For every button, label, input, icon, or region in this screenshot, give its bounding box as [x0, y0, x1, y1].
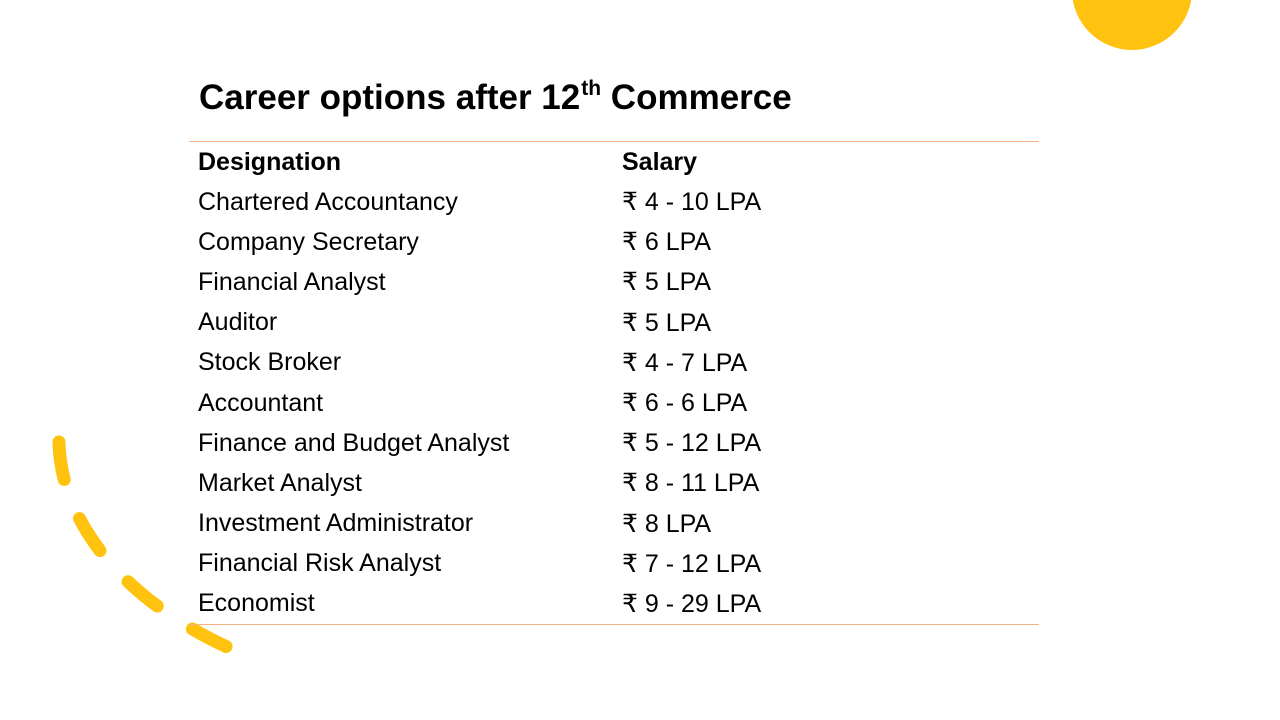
salary-cell: ₹ 8 LPA	[622, 509, 712, 538]
table-row: Economist ₹ 9 - 29 LPA	[189, 584, 1039, 624]
salary-cell: ₹ 4 - 7 LPA	[622, 348, 748, 377]
table-row: Stock Broker ₹ 4 - 7 LPA	[189, 343, 1039, 383]
salary-cell: ₹ 6 LPA	[622, 228, 712, 257]
designation-cell: Market Analyst	[198, 468, 362, 497]
salary-cell: ₹ 6 - 6 LPA	[622, 389, 748, 418]
table-row: Investment Administrator ₹ 8 LPA	[189, 504, 1039, 544]
title-rest: Commerce	[601, 78, 792, 117]
page-title: Career options after 12th Commerce	[199, 76, 792, 125]
designation-cell: Investment Administrator	[198, 509, 474, 538]
career-table-container: Designation Salary Chartered Accountancy…	[189, 141, 1039, 626]
header-salary: Salary	[622, 147, 698, 176]
designation-cell: Financial Analyst	[198, 267, 386, 296]
title-main: Career options after 12	[199, 78, 581, 117]
salary-cell: ₹ 5 LPA	[622, 308, 712, 337]
table-row: Company Secretary ₹ 6 LPA	[189, 222, 1039, 262]
table-row: Financial Risk Analyst ₹ 7 - 12 LPA	[189, 544, 1039, 584]
salary-cell: ₹ 8 - 11 LPA	[622, 469, 760, 498]
designation-cell: Accountant	[198, 388, 324, 417]
salary-cell: ₹ 9 - 29 LPA	[622, 589, 762, 618]
salary-cell: ₹ 4 - 10 LPA	[622, 188, 762, 217]
table-row: Accountant ₹ 6 - 6 LPA	[189, 383, 1039, 423]
table-row: Market Analyst ₹ 8 - 11 LPA	[189, 463, 1039, 503]
table-header-row: Designation Salary	[189, 142, 1039, 182]
table-row: Auditor ₹ 5 LPA	[189, 303, 1039, 343]
salary-cell: ₹ 7 - 12 LPA	[622, 549, 762, 578]
salary-cell: ₹ 5 LPA	[622, 268, 712, 297]
title-superscript: th	[581, 77, 602, 100]
decorative-circle	[1072, 0, 1192, 50]
table-row: Finance and Budget Analyst ₹ 5 - 12 LPA	[189, 423, 1039, 463]
salary-cell: ₹ 5 - 12 LPA	[622, 429, 762, 458]
table-row: Chartered Accountancy ₹ 4 - 10 LPA	[189, 182, 1039, 222]
table-row: Financial Analyst ₹ 5 LPA	[189, 262, 1039, 302]
designation-cell: Financial Risk Analyst	[198, 549, 442, 578]
designation-cell: Economist	[198, 589, 315, 618]
designation-cell: Stock Broker	[198, 348, 342, 377]
designation-cell: Auditor	[198, 308, 278, 337]
career-table: Designation Salary Chartered Accountancy…	[189, 142, 1039, 624]
designation-cell: Company Secretary	[198, 227, 419, 256]
designation-cell: Chartered Accountancy	[198, 187, 458, 216]
header-designation: Designation	[198, 147, 342, 176]
designation-cell: Finance and Budget Analyst	[198, 428, 510, 457]
